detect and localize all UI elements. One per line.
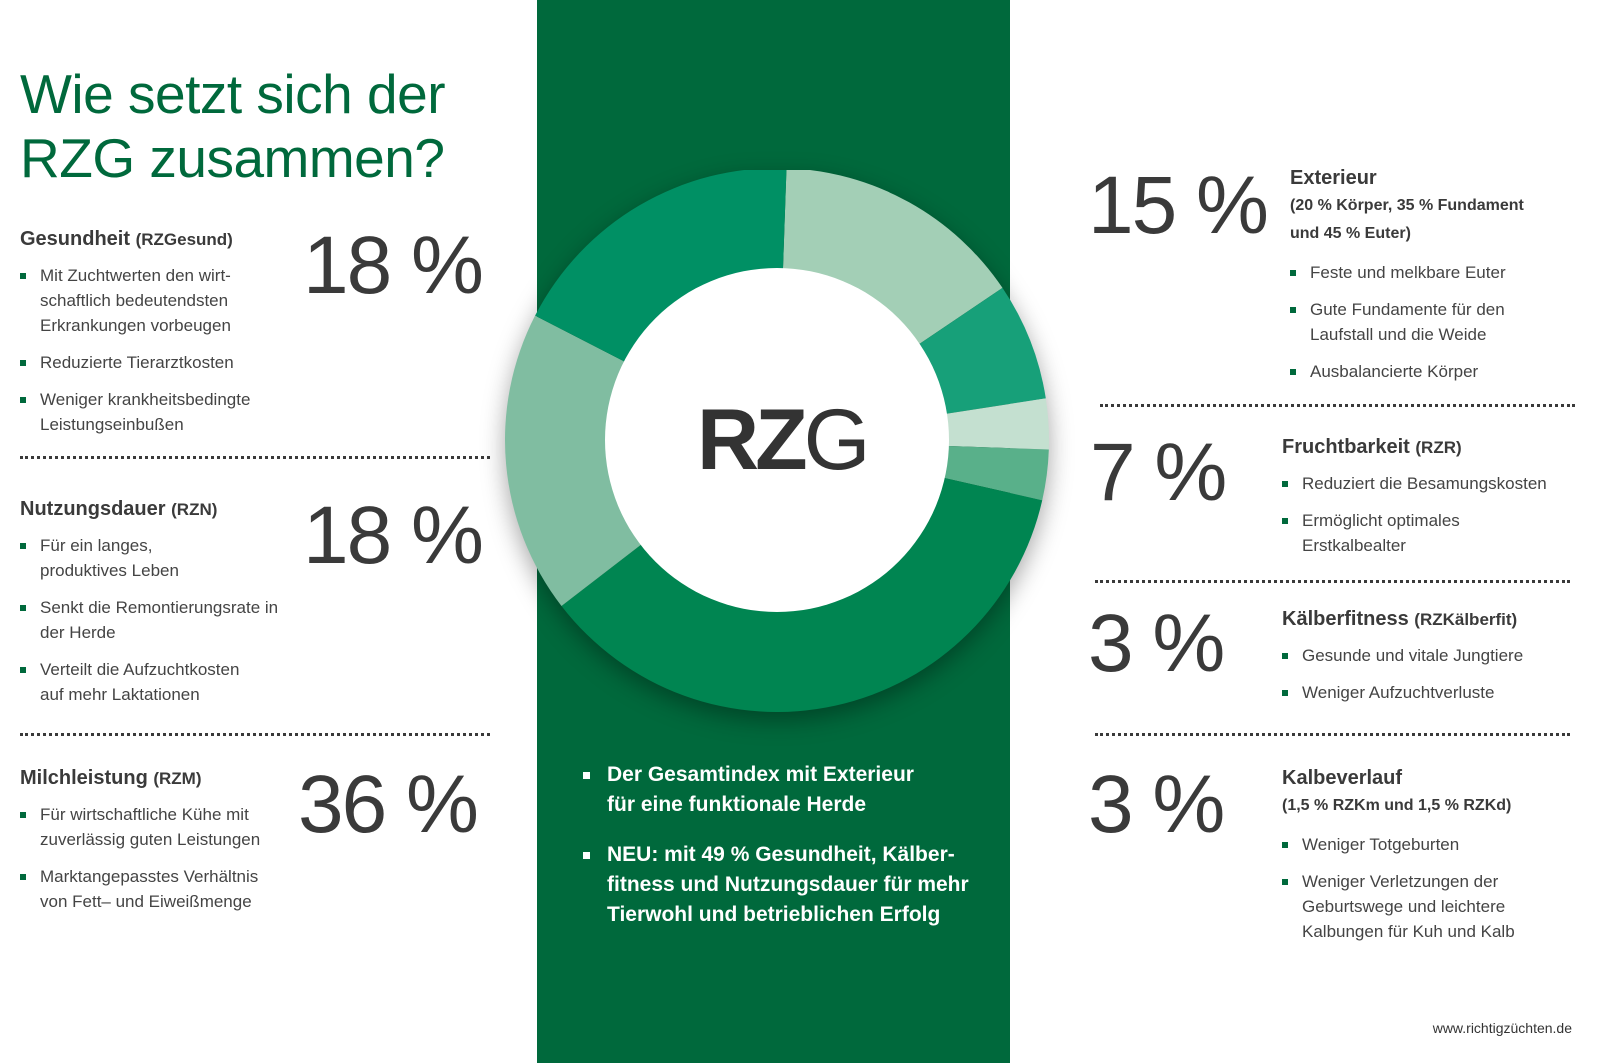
- bullet-list: Feste und melkbare Euter Gute Fundamente …: [1290, 260, 1590, 384]
- bullet-item: Weniger Totgeburten: [1282, 832, 1592, 857]
- donut-label-bold: RZ: [697, 392, 808, 488]
- bullet-list: Reduziert die Besamungskosten Ermöglicht …: [1282, 471, 1592, 558]
- bullet-list: Für ein langes, produktives Leben Senkt d…: [20, 533, 320, 707]
- section-name: Kalbeverlauf: [1282, 767, 1403, 789]
- section-heading: Kalbeverlauf: [1282, 767, 1592, 790]
- section-kaelberfitness: Kälberfitness (RZKälberfit) Gesunde und …: [1282, 608, 1592, 705]
- bullet-list: Für wirtschaftliche Kühe mit zuverlässig…: [20, 802, 320, 914]
- bullet-item: Marktangepasstes Verhältnis von Fett– un…: [20, 864, 320, 914]
- page-title: Wie setzt sich der RZG zusammen?: [20, 62, 490, 190]
- section-name: Fruchtbarkeit: [1282, 436, 1410, 458]
- section-abbr: (RZN): [171, 500, 218, 519]
- bullet-list: Mit Zuchtwerten den wirt- schaftlich bed…: [20, 263, 320, 437]
- bullet-item: NEU: mit 49 % Gesundheit, Kälber- fitnes…: [583, 840, 1003, 930]
- bullet-item: Weniger Verletzungen der Geburtswege und…: [1282, 869, 1592, 944]
- divider: [1095, 733, 1570, 736]
- section-milchleistung: Milchleistung (RZM) Für wirtschaftliche …: [20, 767, 320, 914]
- percent-milchleistung: 36 %: [298, 759, 479, 850]
- section-name: Kälberfitness: [1282, 608, 1409, 630]
- bullet-item: Weniger krankheitsbedingte Leistungseinb…: [20, 387, 320, 437]
- donut-hole: [605, 268, 949, 612]
- percent-nutzungsdauer: 18 %: [303, 490, 484, 581]
- divider: [20, 456, 490, 459]
- title-line-2: RZG zusammen?: [20, 127, 445, 189]
- rzg-donut-chart: [505, 170, 1049, 712]
- bullet-item: Reduziert die Besamungskosten: [1282, 471, 1592, 496]
- bullet-list: Gesunde und vitale Jungtiere Weniger Aufz…: [1282, 643, 1592, 705]
- footer-url: www.richtigzüchten.de: [1432, 1020, 1572, 1036]
- section-heading: Gesundheit (RZGesund): [20, 228, 320, 251]
- bullet-item: Verteilt die Aufzuchtkosten auf mehr Lak…: [20, 657, 320, 707]
- section-heading: Nutzungsdauer (RZN): [20, 498, 320, 521]
- percent-fruchtbarkeit: 7 %: [1090, 427, 1227, 518]
- section-abbr: (RZKälberfit): [1414, 610, 1518, 629]
- center-bullet-list: Der Gesamtindex mit Exterieur für eine f…: [583, 760, 1003, 950]
- bullet-item: Ermöglicht optimales Erstkalbealter: [1282, 508, 1592, 558]
- section-kalbeverlauf: Kalbeverlauf (1,5 % RZKm und 1,5 % RZKd)…: [1282, 767, 1592, 944]
- section-abbr: (RZM): [153, 769, 202, 788]
- bullet-item: Senkt die Remontierungsrate in der Herde: [20, 595, 320, 645]
- bullet-item: Ausbalancierte Körper: [1290, 359, 1590, 384]
- percent-exterieur: 15 %: [1088, 160, 1269, 251]
- section-heading: Kälberfitness (RZKälberfit): [1282, 608, 1592, 631]
- divider: [1100, 404, 1575, 407]
- title-line-1: Wie setzt sich der: [20, 63, 446, 125]
- donut-center-label: RZG: [697, 392, 871, 488]
- divider: [20, 733, 490, 736]
- bullet-item: Für ein langes, produktives Leben: [20, 533, 320, 583]
- section-heading: Milchleistung (RZM): [20, 767, 320, 790]
- bullet-item: Reduzierte Tierarztkosten: [20, 350, 320, 375]
- percent-kalbeverlauf: 3 %: [1088, 759, 1225, 850]
- section-name: Nutzungsdauer: [20, 498, 166, 520]
- bullet-list: Weniger Totgeburten Weniger Verletzungen …: [1282, 832, 1592, 944]
- section-abbr: (RZR): [1415, 438, 1462, 457]
- section-nutzungsdauer: Nutzungsdauer (RZN) Für ein langes, prod…: [20, 498, 320, 707]
- section-gesundheit: Gesundheit (RZGesund) Mit Zuchtwerten de…: [20, 228, 320, 437]
- section-fruchtbarkeit: Fruchtbarkeit (RZR) Reduziert die Besamu…: [1282, 436, 1592, 558]
- section-exterieur: Exterieur (20 % Körper, 35 % Fundament u…: [1290, 167, 1590, 384]
- section-subtitle: (20 % Körper, 35 % Fundament und 45 % Eu…: [1290, 197, 1524, 242]
- bullet-item: Für wirtschaftliche Kühe mit zuverlässig…: [20, 802, 320, 852]
- bullet-item: Gesunde und vitale Jungtiere: [1282, 643, 1592, 668]
- section-heading: Fruchtbarkeit (RZR): [1282, 436, 1592, 459]
- bullet-item: Der Gesamtindex mit Exterieur für eine f…: [583, 760, 1003, 820]
- section-abbr: (RZGesund): [135, 230, 233, 249]
- bullet-item: Mit Zuchtwerten den wirt- schaftlich bed…: [20, 263, 320, 338]
- divider: [1095, 580, 1570, 583]
- section-subtitle: (1,5 % RZKm und 1,5 % RZKd): [1282, 797, 1512, 814]
- percent-kaelberfitness: 3 %: [1088, 598, 1225, 689]
- section-name: Gesundheit: [20, 228, 131, 250]
- section-name: Exterieur: [1290, 167, 1377, 189]
- section-name: Milchleistung: [20, 767, 148, 789]
- bullet-item: Feste und melkbare Euter: [1290, 260, 1590, 285]
- bullet-item: Gute Fundamente für den Laufstall und di…: [1290, 297, 1590, 347]
- percent-gesundheit: 18 %: [303, 220, 484, 311]
- section-heading: Exterieur: [1290, 167, 1590, 190]
- donut-label-light: G: [803, 392, 871, 488]
- bullet-item: Weniger Aufzuchtverluste: [1282, 680, 1592, 705]
